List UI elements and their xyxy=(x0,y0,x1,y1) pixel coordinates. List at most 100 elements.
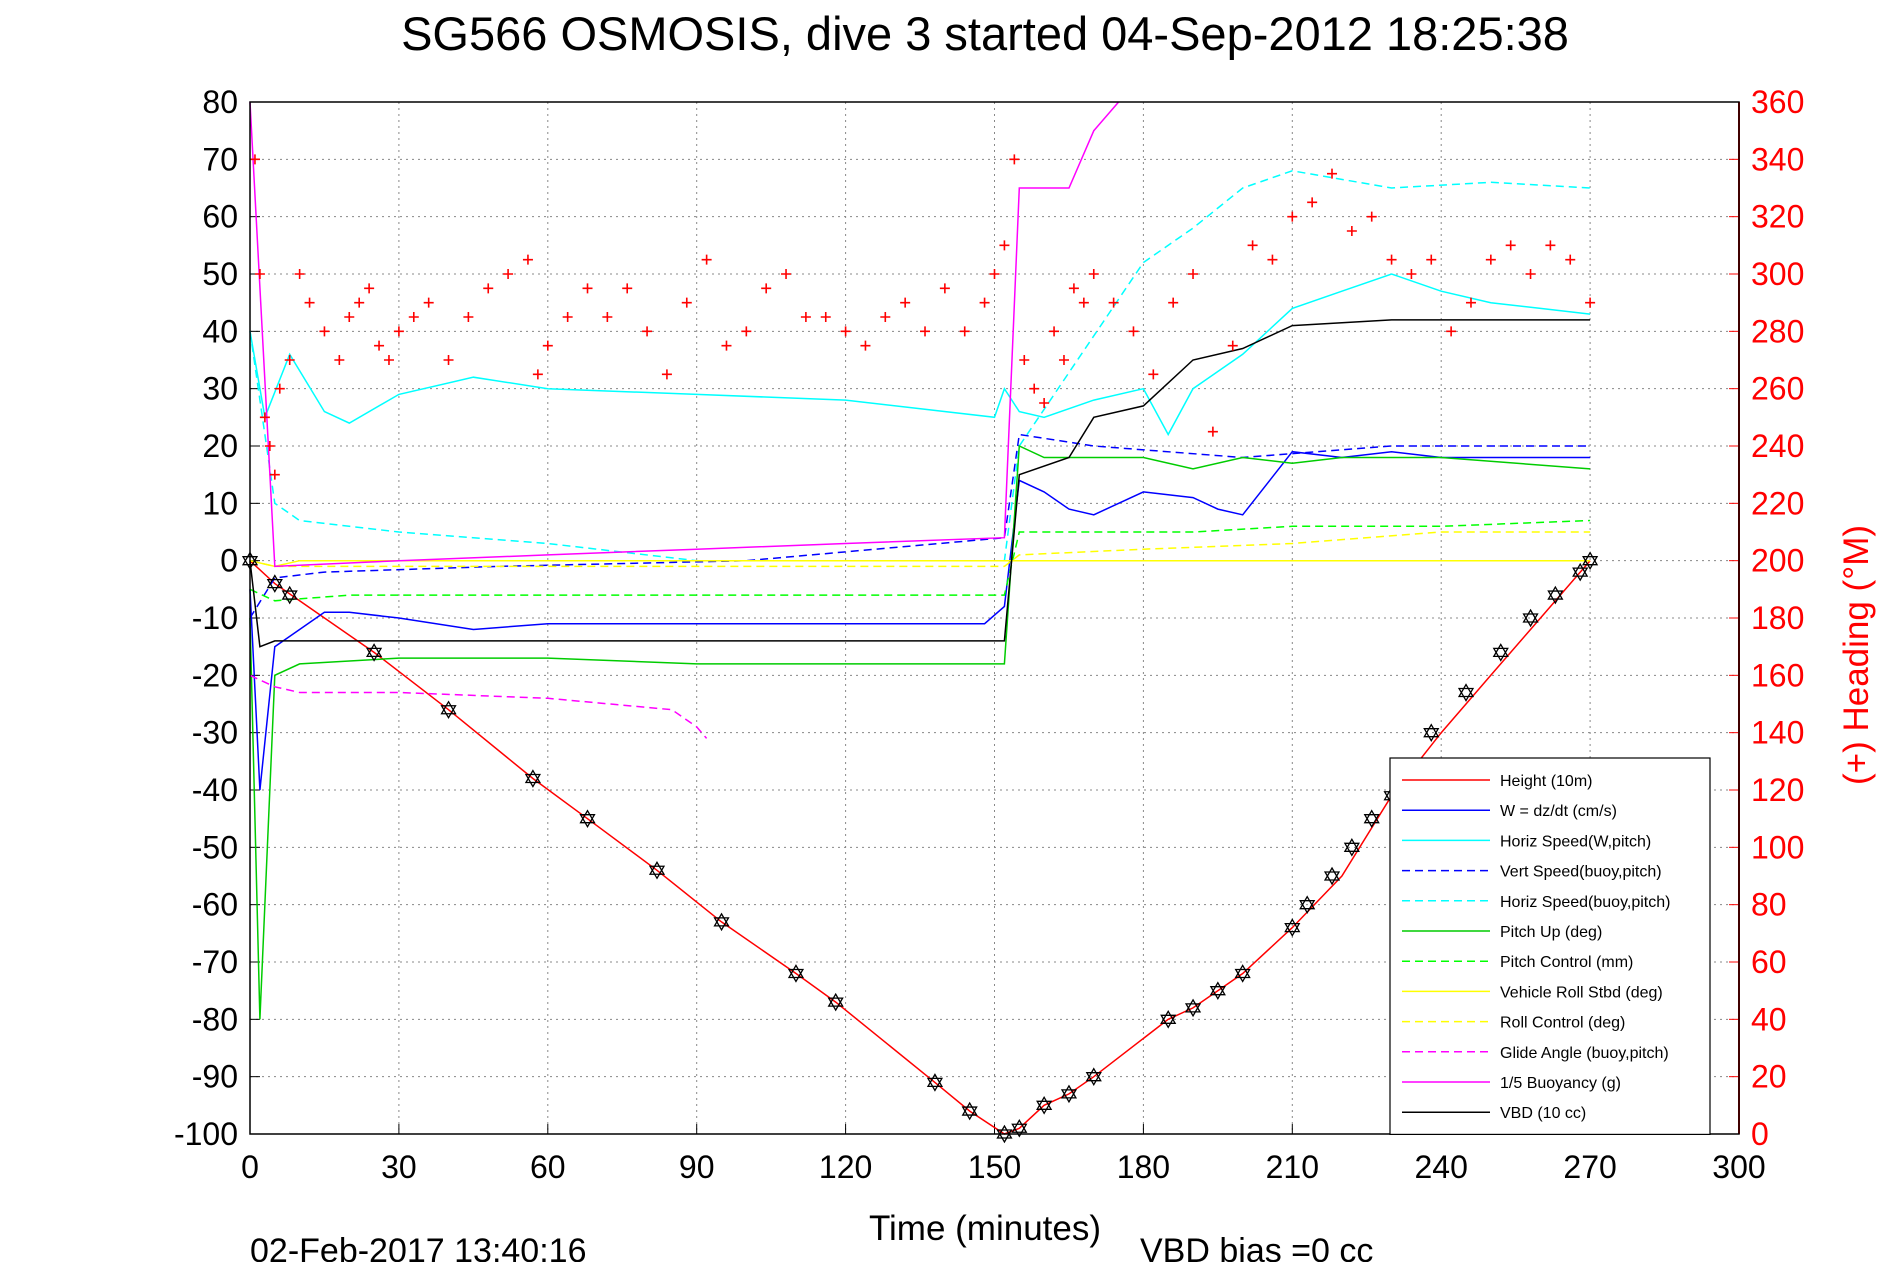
heading-point xyxy=(463,312,474,322)
depth-marker xyxy=(1547,585,1564,605)
heading-point xyxy=(1168,297,1179,308)
depth-marker-up xyxy=(365,643,383,658)
heading-point xyxy=(284,355,295,365)
depth-marker-up xyxy=(1457,683,1475,698)
depth-marker-up xyxy=(827,992,844,1007)
heading-point xyxy=(1346,226,1357,236)
depth-marker-down xyxy=(1085,1072,1102,1086)
heading-point xyxy=(1446,326,1457,337)
x-tick-label: 60 xyxy=(530,1149,566,1185)
depth-marker xyxy=(1085,1067,1102,1086)
series-line-1 xyxy=(249,450,1591,791)
depth-marker-down xyxy=(281,590,298,605)
y-tick-label: 70 xyxy=(202,141,238,177)
vbd-bias-label: VBD bias =0 cc xyxy=(1140,1232,1373,1262)
heading-point xyxy=(820,312,831,322)
depth-marker-down xyxy=(1209,986,1226,1000)
legend-box xyxy=(1389,757,1711,1135)
depth-marker xyxy=(1423,723,1440,742)
heading-point xyxy=(443,355,454,365)
depth-marker-down xyxy=(648,865,666,880)
x-tick-label: 240 xyxy=(1415,1149,1468,1185)
legend-entry: VBD (10 cc) xyxy=(1500,1105,1586,1122)
heading-point xyxy=(701,254,712,265)
heading-point xyxy=(721,340,732,351)
heading-point xyxy=(1565,254,1576,265)
depth-marker-up xyxy=(1343,838,1360,852)
y-tick-label: 20 xyxy=(202,428,238,464)
y-tick-label: 40 xyxy=(202,313,238,349)
heading-point xyxy=(1108,297,1119,308)
depth-marker-up xyxy=(1299,895,1316,910)
depth-marker-down xyxy=(1582,556,1599,570)
depth-marker-down xyxy=(1284,922,1301,937)
x-tick-label: 300 xyxy=(1712,1149,1765,1185)
depth-marker-down xyxy=(365,647,383,662)
heading-point xyxy=(1307,197,1318,208)
y-tick-label: -80 xyxy=(192,1001,238,1037)
depth-marker xyxy=(524,769,541,788)
heading-point xyxy=(408,312,419,322)
depth-marker-down xyxy=(1363,814,1380,828)
heading-point xyxy=(1267,254,1278,265)
depth-marker-up xyxy=(1582,551,1599,566)
x-tick-labels: 0 30 60 90 120 150 180 210 240 270 300 xyxy=(241,1149,1766,1185)
series-layer xyxy=(249,101,1591,1135)
depth-marker xyxy=(1363,809,1380,828)
depth-marker-up xyxy=(1423,723,1440,738)
series-line-11 xyxy=(249,319,1591,648)
depth-marker-down xyxy=(713,917,730,932)
depth-marker-down xyxy=(440,705,457,720)
depth-marker-down xyxy=(1011,1123,1028,1138)
heading-point xyxy=(781,269,792,279)
depth-marker-down xyxy=(1036,1100,1053,1115)
heading-point xyxy=(1039,398,1050,408)
heading-point xyxy=(334,355,345,365)
depth-marker-down xyxy=(1343,842,1360,857)
depth-marker-down xyxy=(1160,1014,1177,1029)
depth-marker-down xyxy=(996,1129,1013,1144)
y2-tick-label: 220 xyxy=(1751,485,1804,521)
depth-marker-down xyxy=(787,968,805,983)
heading-point xyxy=(959,326,970,337)
heading-point xyxy=(532,369,543,380)
heading-point xyxy=(1247,240,1258,251)
y-tick-label: 50 xyxy=(202,256,238,292)
depth-marker-down xyxy=(1234,968,1251,983)
heading-point xyxy=(1188,269,1199,279)
series-line-5 xyxy=(249,444,1591,1020)
y-tick-label: 60 xyxy=(202,199,238,235)
depth-marker-down xyxy=(1323,871,1341,886)
heading-point xyxy=(269,469,280,480)
right-axis-label: (+) Heading (°M) xyxy=(1837,525,1876,785)
y2-tick-label: 120 xyxy=(1751,772,1804,808)
y2-tick-label: 20 xyxy=(1751,1059,1787,1095)
heading-point xyxy=(989,269,1000,279)
depth-marker-up xyxy=(1160,1010,1177,1024)
y-tick-label: -20 xyxy=(192,657,238,693)
depth-marker xyxy=(1011,1118,1028,1138)
heading-point xyxy=(741,326,752,337)
legend: Height (10m) W = dz/dt (cm/s) Horiz Speed(… xyxy=(1389,757,1711,1135)
series-line-7 xyxy=(249,559,1591,568)
depth-marker-down xyxy=(1457,687,1475,702)
depth-marker xyxy=(926,1073,944,1092)
marker-layer xyxy=(241,154,1599,1144)
depth-marker-down xyxy=(1423,728,1440,742)
heading-point xyxy=(249,154,260,165)
y-tick-label: -70 xyxy=(192,944,238,980)
heading-point xyxy=(1058,355,1069,365)
y-tick-label: -60 xyxy=(192,887,238,923)
depth-marker-down xyxy=(1060,1089,1078,1104)
y2-tick-label: 0 xyxy=(1751,1116,1769,1152)
depth-marker-up xyxy=(787,964,805,979)
heading-point xyxy=(383,355,394,365)
plot-frame xyxy=(249,101,1740,1135)
depth-marker-up xyxy=(1184,998,1202,1013)
y-tick-label: 80 xyxy=(202,84,238,120)
depth-marker-up xyxy=(579,809,596,824)
heading-point xyxy=(800,312,811,322)
heading-point xyxy=(423,297,434,308)
heading-point xyxy=(1585,297,1596,308)
heading-point xyxy=(1545,240,1556,251)
